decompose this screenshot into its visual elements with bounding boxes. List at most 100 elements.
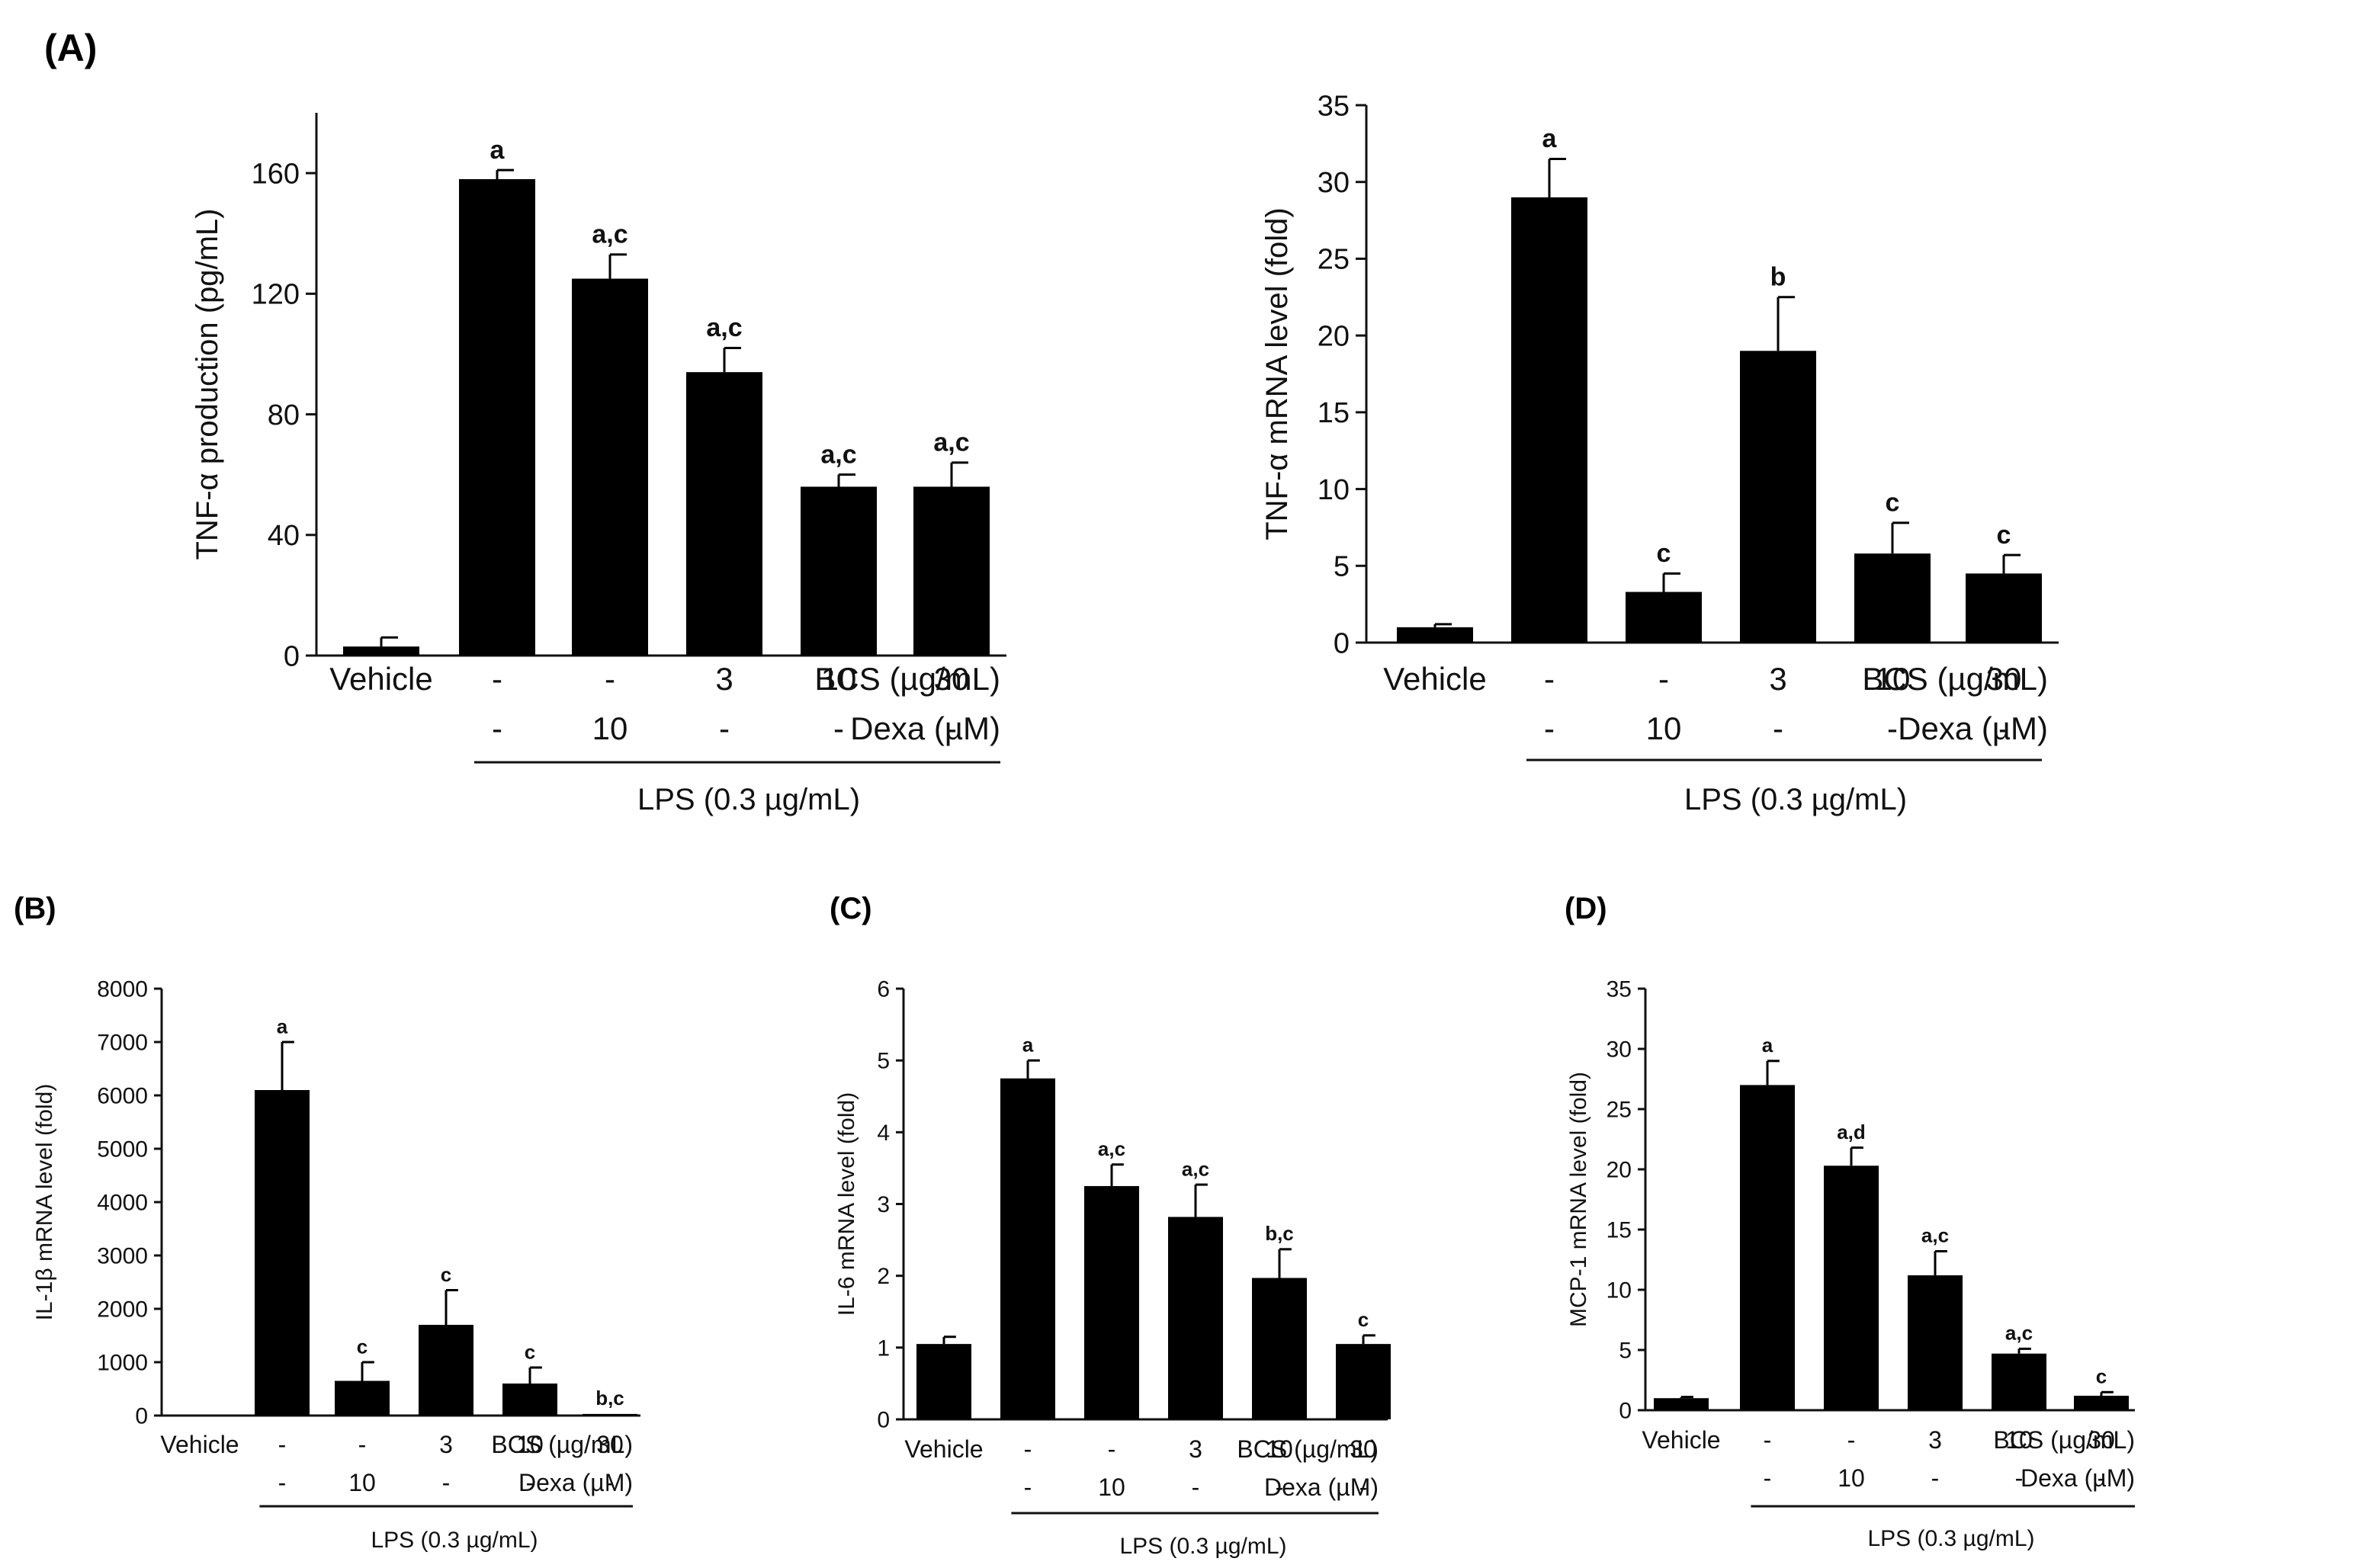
bcs-label-a2: BCS (µg/mL) bbox=[1862, 661, 2048, 697]
y-tick-label-b-0: 0 bbox=[135, 1404, 148, 1429]
sig-label-d-3: a,c bbox=[1921, 1224, 1949, 1247]
y-tick-label-c-1: 1 bbox=[877, 1336, 890, 1361]
bar-c-3 bbox=[1168, 1217, 1223, 1419]
dexa-label-b: Dexa (µM) bbox=[518, 1469, 633, 1496]
y-tick-label-a2-5: 25 bbox=[1318, 244, 1350, 276]
category-label-b-5: 30 bbox=[596, 1431, 624, 1458]
panel-label-a: (A) bbox=[44, 27, 97, 69]
y-tick-label-d-4: 20 bbox=[1607, 1158, 1632, 1183]
chart-a1: 0 40 80 120 160 TNF-α production (pg/mL) a a,c a… bbox=[191, 113, 1006, 816]
bar-c-1 bbox=[1000, 1078, 1055, 1419]
bar-c-4 bbox=[1252, 1278, 1307, 1419]
sig-label-a1-2: a,c bbox=[592, 220, 628, 249]
lps-label-d: LPS (0.3 µg/mL) bbox=[1867, 1526, 2034, 1551]
sig-label-d-4: a,c bbox=[2005, 1322, 2033, 1345]
dexa-value-a2-2: 10 bbox=[1646, 710, 1682, 746]
bar-d-3 bbox=[1908, 1275, 1963, 1410]
category-label-a2-4: 10 bbox=[1875, 661, 1911, 697]
panel-label-d: (D) bbox=[1565, 892, 1607, 925]
dexa-value-c-4: - bbox=[1276, 1473, 1284, 1501]
dexa-value-c-2: 10 bbox=[1098, 1473, 1125, 1501]
dexa-value-a1-4: - bbox=[833, 710, 844, 746]
chart-d: 0 5 10 15 20 25 30 35 MCP-1 mRNA level (fold) a a,… bbox=[1566, 977, 2135, 1551]
category-label-a1-0: Vehicle bbox=[329, 661, 432, 697]
bar-c-5 bbox=[1336, 1344, 1391, 1419]
y-tick-label-b-8: 8000 bbox=[97, 977, 148, 1002]
sig-label-c-5: c bbox=[1358, 1308, 1369, 1331]
category-label-c-4: 10 bbox=[1266, 1435, 1293, 1463]
dexa-value-d-2: 10 bbox=[1838, 1464, 1865, 1492]
category-label-d-4: 10 bbox=[2005, 1426, 2033, 1454]
y-tick-label-c-3: 3 bbox=[877, 1192, 890, 1217]
dexa-label-c: Dexa (µM) bbox=[1264, 1473, 1379, 1501]
bar-d-4 bbox=[1992, 1353, 2046, 1410]
sig-label-a1-1: a bbox=[490, 136, 506, 165]
y-tick-label-a1-3: 120 bbox=[252, 279, 300, 311]
bar-d-1 bbox=[1740, 1085, 1795, 1410]
category-label-c-2: - bbox=[1108, 1435, 1116, 1463]
category-label-b-0: Vehicle bbox=[160, 1431, 239, 1458]
sig-label-a2-2: c bbox=[1657, 539, 1671, 568]
y-tick-label-d-1: 5 bbox=[1619, 1339, 1632, 1364]
bar-c-2 bbox=[1084, 1185, 1139, 1419]
dexa-label-a2: Dexa (µM) bbox=[1898, 710, 2048, 746]
y-axis-title-b: IL-1β mRNA level (fold) bbox=[32, 1084, 57, 1321]
dexa-value-a2-3: - bbox=[1773, 710, 1783, 746]
bar-a1-4 bbox=[801, 486, 877, 656]
y-tick-label-a1-1: 40 bbox=[268, 520, 300, 552]
sig-label-a2-4: c bbox=[1886, 489, 1900, 518]
y-tick-label-b-7: 7000 bbox=[97, 1031, 148, 1056]
bcs-label-b: BCS (µg/mL) bbox=[491, 1431, 633, 1458]
category-label-b-1: - bbox=[278, 1431, 287, 1458]
y-axis-title-c: IL-6 mRNA level (fold) bbox=[834, 1092, 859, 1316]
bar-a2-3 bbox=[1740, 351, 1816, 643]
category-label-a2-0: Vehicle bbox=[1383, 661, 1486, 697]
y-tick-label-a2-1: 5 bbox=[1334, 551, 1350, 583]
y-tick-label-b-3: 3000 bbox=[97, 1244, 148, 1269]
y-tick-label-a2-3: 15 bbox=[1318, 397, 1350, 429]
dexa-value-a2-1: - bbox=[1544, 710, 1555, 746]
category-label-c-1: - bbox=[1024, 1435, 1032, 1463]
category-label-d-0: Vehicle bbox=[1642, 1426, 1720, 1454]
dexa-value-a2-4: - bbox=[1887, 710, 1898, 746]
y-tick-label-a2-7: 35 bbox=[1318, 90, 1350, 122]
dexa-value-b-1: - bbox=[278, 1469, 287, 1496]
category-label-a1-5: 30 bbox=[934, 661, 970, 697]
bar-b-5 bbox=[583, 1413, 637, 1416]
bar-d-5 bbox=[2074, 1396, 2129, 1410]
sig-label-c-3: a,c bbox=[1182, 1157, 1209, 1180]
sig-label-b-4: c bbox=[525, 1340, 535, 1363]
category-label-a1-2: - bbox=[605, 661, 615, 697]
bar-b-1 bbox=[255, 1090, 310, 1416]
y-tick-label-c-0: 0 bbox=[877, 1408, 890, 1433]
dexa-value-a1-1: - bbox=[492, 710, 502, 746]
dexa-value-a1-2: 10 bbox=[592, 710, 628, 746]
category-label-b-4: 10 bbox=[516, 1431, 544, 1458]
bar-a1-0 bbox=[343, 646, 419, 656]
panel-label-c: (C) bbox=[830, 892, 872, 925]
bar-c-0 bbox=[916, 1344, 971, 1419]
dexa-value-a1-3: - bbox=[719, 710, 730, 746]
sig-label-a1-3: a,c bbox=[706, 313, 742, 342]
y-tick-label-b-6: 6000 bbox=[97, 1084, 148, 1109]
category-label-a1-1: - bbox=[492, 661, 502, 697]
bar-a1-5 bbox=[913, 486, 990, 656]
dexa-value-a2-5: - bbox=[1998, 710, 2009, 746]
chart-b: 0 1000 2000 3000 4000 5000 6000 7000 8000 IL-1β m… bbox=[32, 977, 640, 1553]
bcs-label-d: BCS (µg/mL) bbox=[1993, 1426, 2135, 1454]
bar-a2-1 bbox=[1511, 197, 1587, 643]
y-axis-title-a1: TNF-α production (pg/mL) bbox=[191, 208, 224, 560]
category-label-a2-2: - bbox=[1658, 661, 1669, 697]
dexa-value-b-5: - bbox=[606, 1469, 615, 1496]
sig-label-a2-5: c bbox=[1997, 521, 2011, 550]
bar-d-2 bbox=[1824, 1166, 1879, 1410]
category-label-d-1: - bbox=[1764, 1426, 1772, 1454]
y-tick-label-d-5: 25 bbox=[1607, 1098, 1632, 1123]
y-tick-label-d-2: 10 bbox=[1607, 1278, 1632, 1303]
y-tick-label-a1-0: 0 bbox=[284, 640, 300, 672]
bar-a2-5 bbox=[1966, 573, 2042, 643]
bar-a2-0 bbox=[1397, 627, 1473, 643]
dexa-value-b-3: - bbox=[442, 1469, 451, 1496]
sig-label-b-2: c bbox=[357, 1335, 368, 1358]
sig-label-a2-1: a bbox=[1542, 124, 1558, 153]
